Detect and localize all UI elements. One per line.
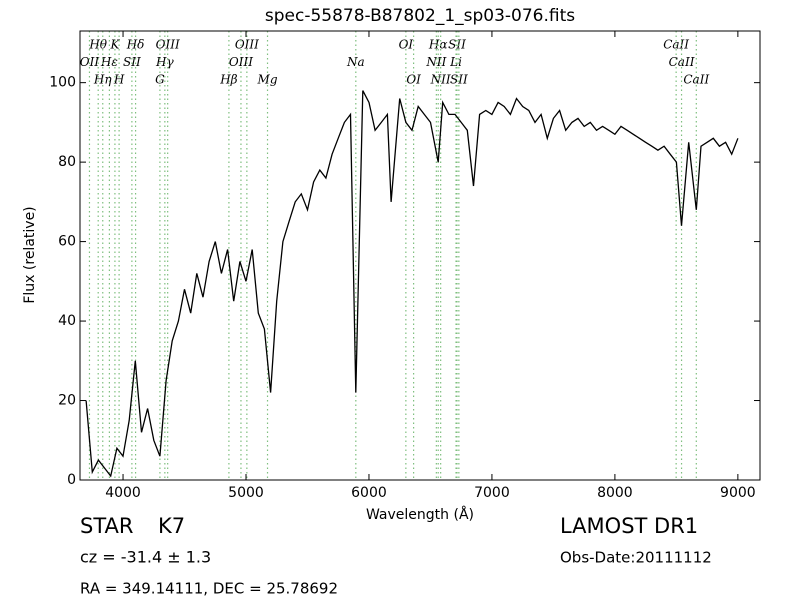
spectral-line-label: OIII bbox=[229, 55, 253, 69]
spectral-line-label: Hθ bbox=[88, 38, 107, 52]
x-tick-label: 4000 bbox=[105, 485, 141, 501]
object-type: STAR bbox=[80, 514, 133, 538]
y-tick-label: 80 bbox=[58, 154, 76, 170]
spectral-line-label: Hα bbox=[428, 38, 448, 52]
spectral-line-label: Hδ bbox=[126, 38, 145, 52]
spectral-line-label: NII bbox=[425, 55, 446, 69]
coords: RA = 349.14111, DEC = 25.78692 bbox=[80, 580, 338, 598]
spectral-line-label: NII bbox=[430, 73, 451, 87]
x-axis-label: Wavelength (Å) bbox=[366, 506, 474, 523]
spectral-line-label: OIII bbox=[156, 38, 180, 52]
y-axis-label: Flux (relative) bbox=[22, 206, 38, 303]
plot-frame bbox=[79, 30, 761, 481]
y-tick-label: 20 bbox=[58, 393, 76, 409]
spectrum bbox=[85, 90, 739, 478]
spectral-line-label: SII bbox=[448, 38, 466, 52]
spectral-line-label: OI bbox=[406, 73, 421, 87]
spectral-line-label: Hη bbox=[93, 73, 112, 87]
spectral-line-label: SII bbox=[450, 73, 468, 87]
spectral-line-label: CaII bbox=[663, 38, 689, 52]
subclass: K7 bbox=[158, 514, 185, 538]
y-tick-label: 60 bbox=[58, 234, 76, 250]
x-tick-label: 9000 bbox=[720, 485, 756, 501]
spectral-line-label: G bbox=[155, 73, 165, 87]
spectral-line-label: OIII bbox=[235, 38, 259, 52]
spectral-line-label: OI bbox=[399, 38, 414, 52]
y-tick-label: 0 bbox=[67, 472, 76, 488]
spectral-line-label: Li bbox=[449, 55, 462, 69]
survey: LAMOST DR1 bbox=[560, 514, 698, 538]
x-tick-label: 6000 bbox=[351, 485, 387, 501]
spectral-line-label: SII bbox=[123, 55, 141, 69]
x-tick-label: 5000 bbox=[228, 485, 264, 501]
spectral-line-label: CaII bbox=[683, 73, 709, 87]
x-tick-label: 7000 bbox=[474, 485, 510, 501]
y-tick-label: 100 bbox=[49, 75, 76, 91]
cz: cz = -31.4 ± 1.3 bbox=[80, 548, 211, 567]
spectral-line-label: Hε bbox=[100, 55, 118, 69]
spectral-line-label: Hβ bbox=[219, 73, 237, 87]
spectral-line-label: Hγ bbox=[155, 55, 174, 69]
y-tick-label: 40 bbox=[58, 313, 76, 329]
spectral-line-label: H bbox=[113, 73, 125, 87]
x-tick-label: 8000 bbox=[597, 485, 633, 501]
chart-title: spec-55878-B87802_1_sp03-076.fits bbox=[265, 6, 575, 26]
spectral-line-label: CaII bbox=[669, 55, 695, 69]
spectral-line-label: Mg bbox=[257, 73, 278, 87]
spectral-line-label: K bbox=[109, 38, 120, 52]
spectral-line-label: OII bbox=[80, 55, 100, 69]
spectral-line-label: Na bbox=[346, 55, 365, 69]
obs-date: Obs-Date:20111112 bbox=[560, 549, 712, 567]
